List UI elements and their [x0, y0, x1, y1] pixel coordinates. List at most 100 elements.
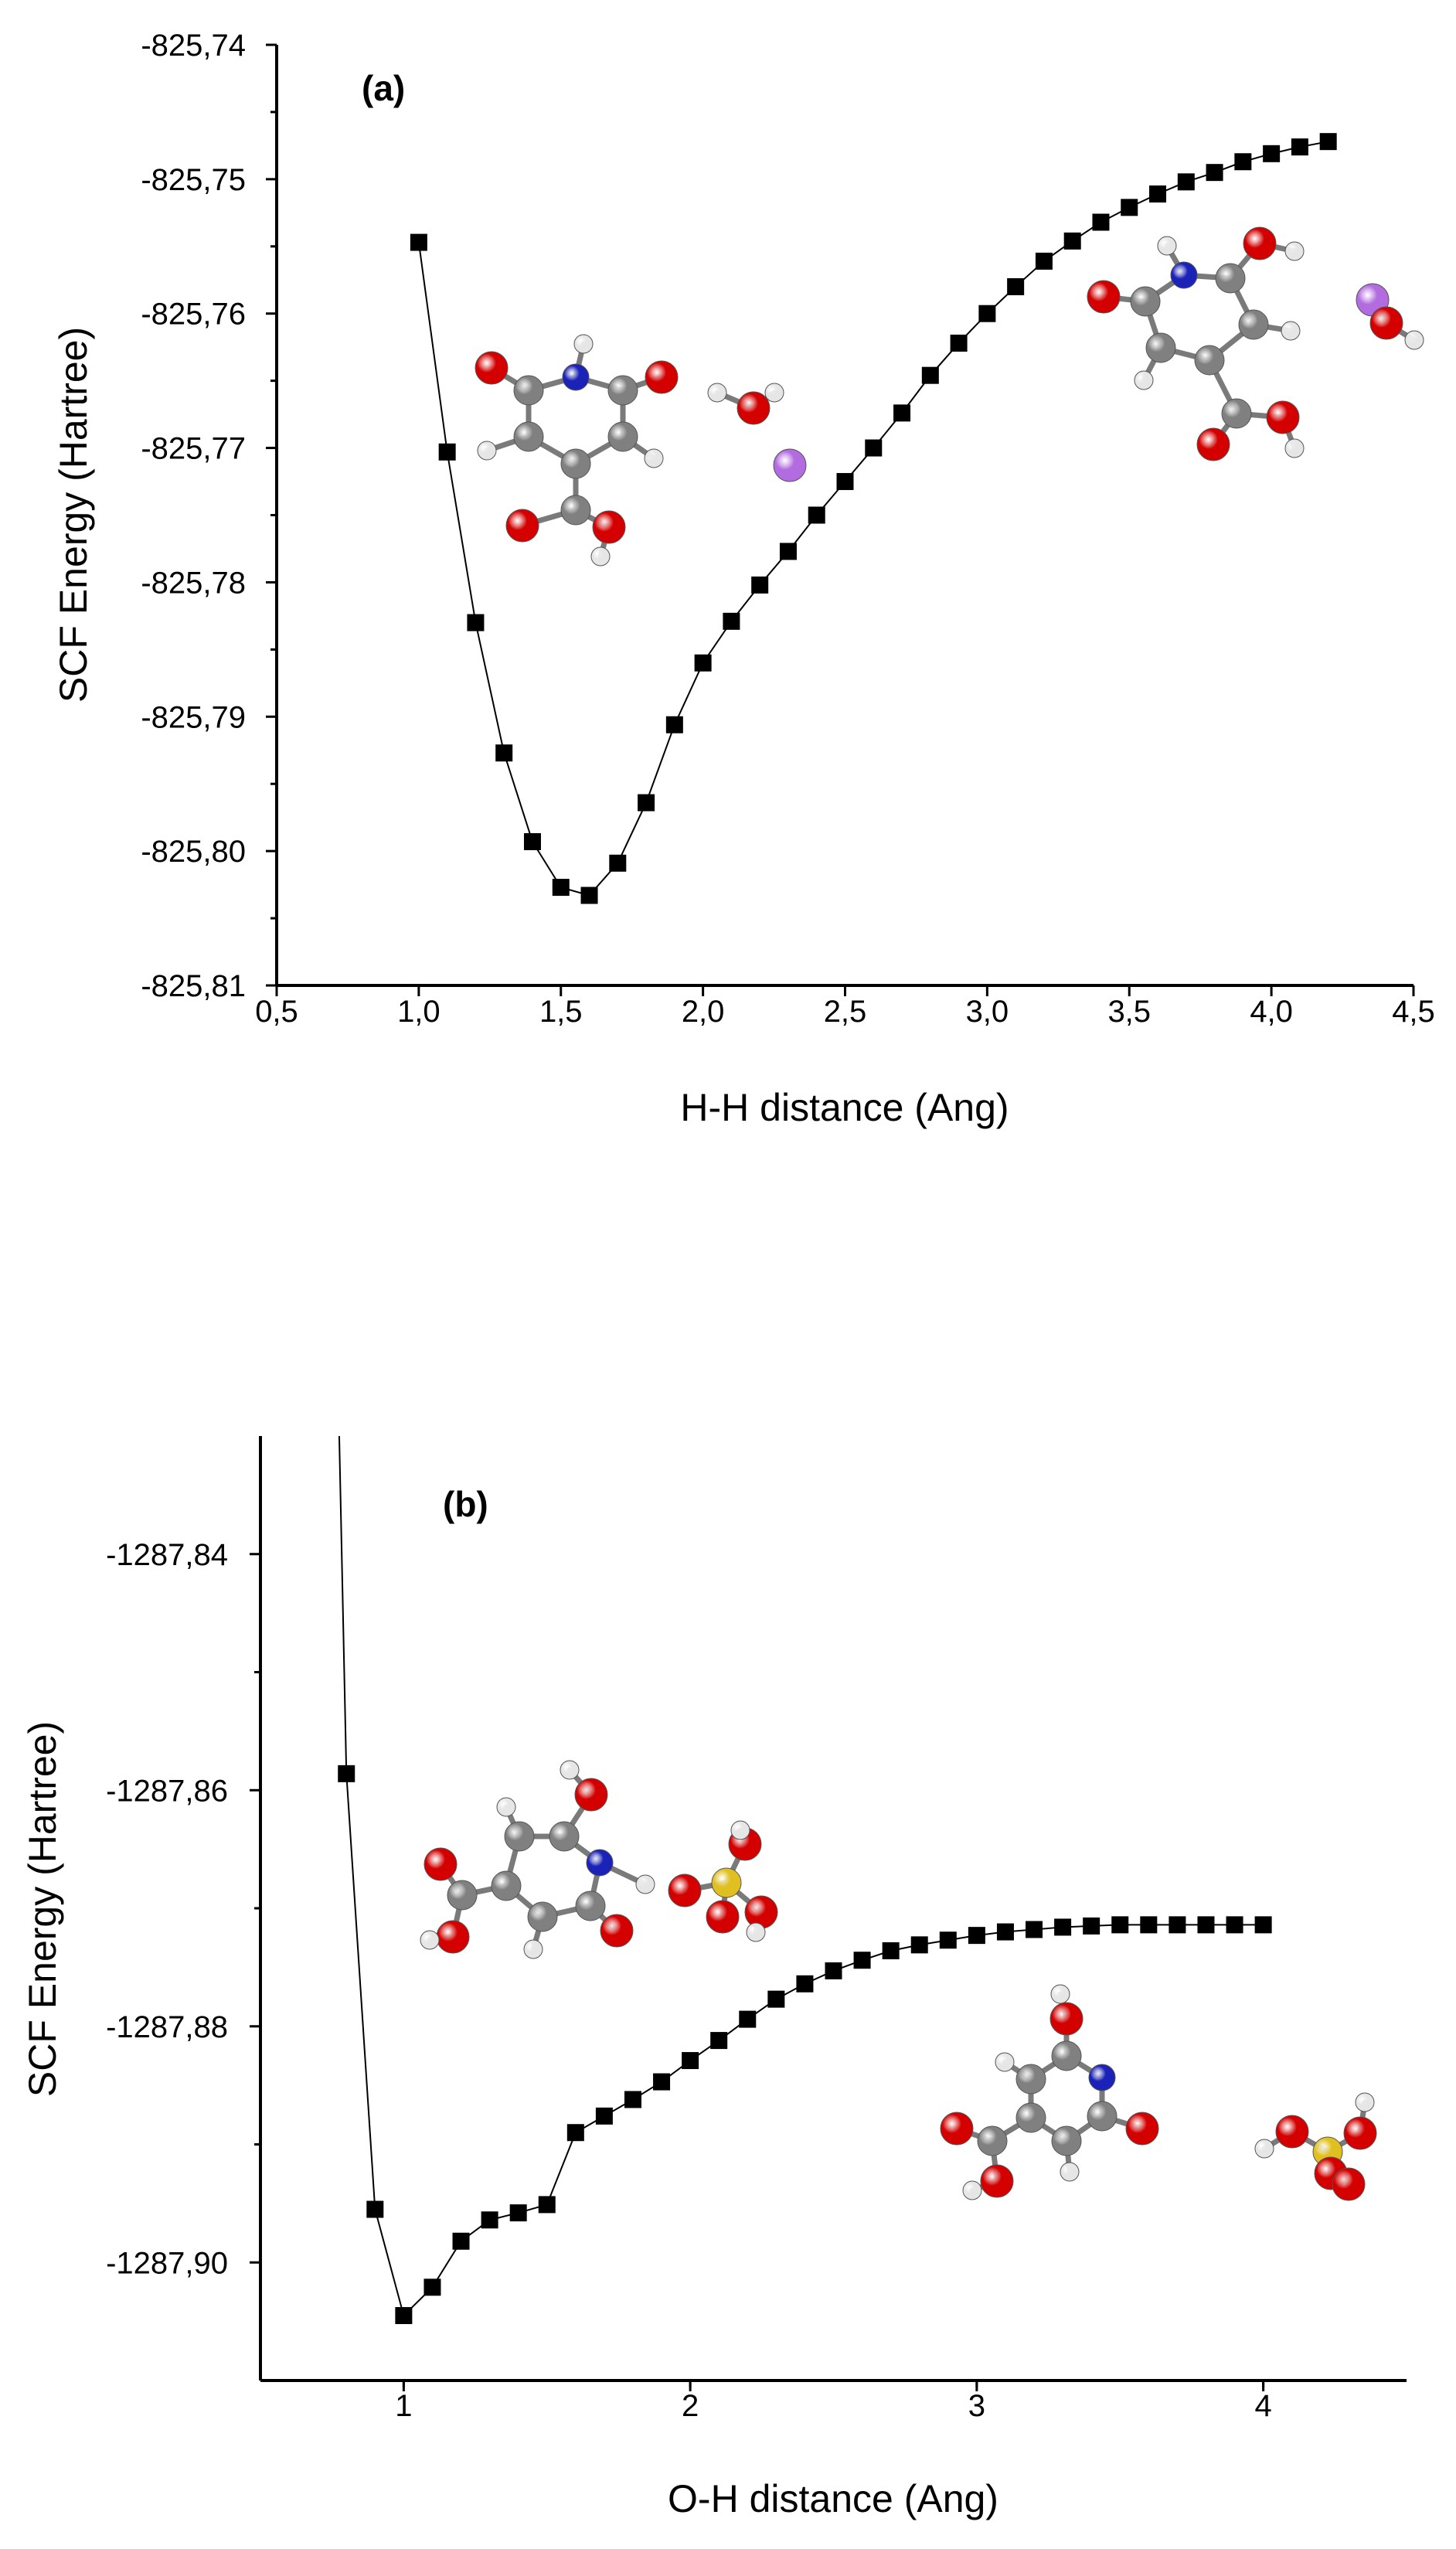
hydrogen-atom — [1284, 438, 1305, 458]
hydrogen-atom — [1404, 330, 1424, 350]
data-point-b-3 — [424, 2278, 441, 2296]
hydrogen-atom — [560, 1760, 580, 1780]
data-point-b-14 — [739, 2010, 757, 2028]
oxygen-atom — [1125, 2112, 1159, 2146]
data-point-b-27 — [1111, 1916, 1129, 1934]
carbon-atom — [607, 375, 638, 406]
data-point-b-29 — [1169, 1916, 1186, 1934]
data-point-b-15 — [767, 1990, 785, 2008]
nitrogen-atom — [562, 363, 590, 391]
carbon-atom — [1051, 2125, 1082, 2156]
data-point-a-6 — [580, 887, 598, 904]
data-point-a-13 — [779, 543, 797, 560]
data-point-b-0 — [338, 1765, 355, 1782]
x-tick-label-a-6: 3,5 — [1107, 995, 1151, 1029]
molecule — [940, 1984, 1159, 2200]
molecule-illustrations-a — [475, 226, 1424, 567]
x-tick-label-a-5: 3,0 — [966, 995, 1009, 1029]
oxygen-atom — [475, 351, 509, 385]
data-point-b-12 — [682, 2052, 699, 2070]
data-point-a-16 — [865, 439, 883, 457]
oxygen-atom — [1369, 306, 1403, 340]
data-point-b-10 — [624, 2091, 641, 2108]
data-point-b-25 — [1054, 1918, 1072, 1936]
carbon-atom — [1015, 2064, 1046, 2095]
series-a — [410, 133, 1337, 904]
oxygen-atom — [1196, 427, 1230, 461]
y-tick-label-a-0: -825,74 — [141, 29, 246, 63]
carbon-atom — [607, 421, 638, 452]
hydrogen-atom — [1050, 1984, 1070, 2004]
y-tick-label-a-2: -825,76 — [141, 298, 246, 332]
axis-ticks-a — [266, 43, 1415, 996]
y-axis-title-a: SCF Energy (Hartree) — [52, 327, 95, 703]
x-tick-label-b-2: 3 — [968, 2389, 985, 2423]
hydrogen-atom — [573, 334, 594, 354]
data-point-b-16 — [796, 1975, 814, 1993]
hydrogen-atom — [420, 1930, 440, 1950]
data-point-a-14 — [808, 506, 825, 524]
hydrogen-atom — [1355, 2092, 1375, 2112]
carbon-atom — [560, 448, 591, 479]
data-point-b-26 — [1083, 1917, 1101, 1935]
tick-labels-a: 0,5 1,0 1,5 2,0 2,5 3,0 3,5 4,0 4,5 -825,74 -825,7… — [141, 29, 1434, 1029]
data-point-a-24 — [1092, 213, 1110, 231]
carbon-atom — [1194, 345, 1225, 376]
data-point-b-8 — [566, 2124, 584, 2142]
carbon-atom — [1087, 2101, 1118, 2132]
x-tick-label-a-2: 1,5 — [539, 995, 583, 1029]
carbon-atom — [1051, 2040, 1082, 2071]
data-point-b-24 — [1026, 1921, 1043, 1938]
x-tick-label-b-0: 1 — [395, 2389, 412, 2423]
oxygen-atom — [737, 391, 771, 425]
molecule — [1356, 283, 1424, 350]
hydrogen-atom — [1157, 236, 1177, 256]
oxygen-atom — [1275, 2115, 1309, 2149]
y-tick-label-b-2: -1287,88 — [106, 2010, 228, 2044]
x-tick-label-a-4: 2,5 — [824, 995, 867, 1029]
x-tick-label-b-1: 2 — [682, 2389, 699, 2423]
y-axis-title-b: SCF Energy (Hartree) — [21, 1721, 64, 2097]
data-point-a-22 — [1035, 252, 1053, 270]
carbon-atom — [527, 1901, 558, 1932]
oxygen-atom — [645, 360, 679, 394]
hydrogen-atom — [1284, 241, 1305, 261]
carbon-atom — [1221, 398, 1252, 429]
data-point-a-30 — [1263, 145, 1281, 162]
hydrogen-atom — [477, 441, 497, 461]
y-tick-label-a-7: -825,81 — [141, 969, 246, 1003]
oxygen-atom — [980, 2164, 1014, 2198]
carbon-atom — [1238, 309, 1269, 340]
data-point-b-2 — [395, 2306, 413, 2324]
data-point-b-20 — [910, 1936, 928, 1954]
oxygen-atom — [436, 1920, 470, 1954]
data-point-a-9 — [665, 716, 683, 733]
chart-panel-b: 1 2 3 4 -1287,84 -1287,86 -1287,88 -1287,90 (b)… — [21, 1435, 1407, 2520]
hydrogen-atom — [995, 2052, 1015, 2072]
data-point-a-8 — [638, 794, 655, 812]
oxygen-atom — [744, 1895, 778, 1929]
data-point-b-6 — [509, 2204, 527, 2222]
data-point-a-29 — [1234, 153, 1252, 171]
hydrogen-atom — [746, 1922, 766, 1942]
carbon-atom — [575, 1890, 606, 1921]
data-point-b-4 — [452, 2232, 470, 2250]
lithium-atom — [773, 448, 807, 482]
x-tick-label-a-7: 4,0 — [1250, 995, 1293, 1029]
hydrogen-atom — [962, 2180, 982, 2200]
hydrogen-atom — [764, 383, 784, 403]
carbon-atom — [491, 1870, 522, 1901]
data-point-a-0 — [410, 233, 427, 251]
carbon-atom — [504, 1821, 535, 1852]
molecule — [707, 383, 807, 482]
data-point-b-30 — [1197, 1916, 1215, 1934]
data-point-a-3 — [495, 744, 513, 762]
molecule — [420, 1760, 655, 1959]
data-point-a-12 — [751, 576, 769, 594]
carbon-atom — [513, 375, 544, 406]
tick-labels-b: 1 2 3 4 -1287,84 -1287,86 -1287,88 -1287,90 — [106, 1538, 1272, 2423]
data-point-b-18 — [853, 1952, 871, 1969]
oxygen-atom — [1243, 226, 1277, 260]
hydrogen-atom — [644, 448, 664, 468]
hydrogen-atom — [1134, 370, 1154, 390]
